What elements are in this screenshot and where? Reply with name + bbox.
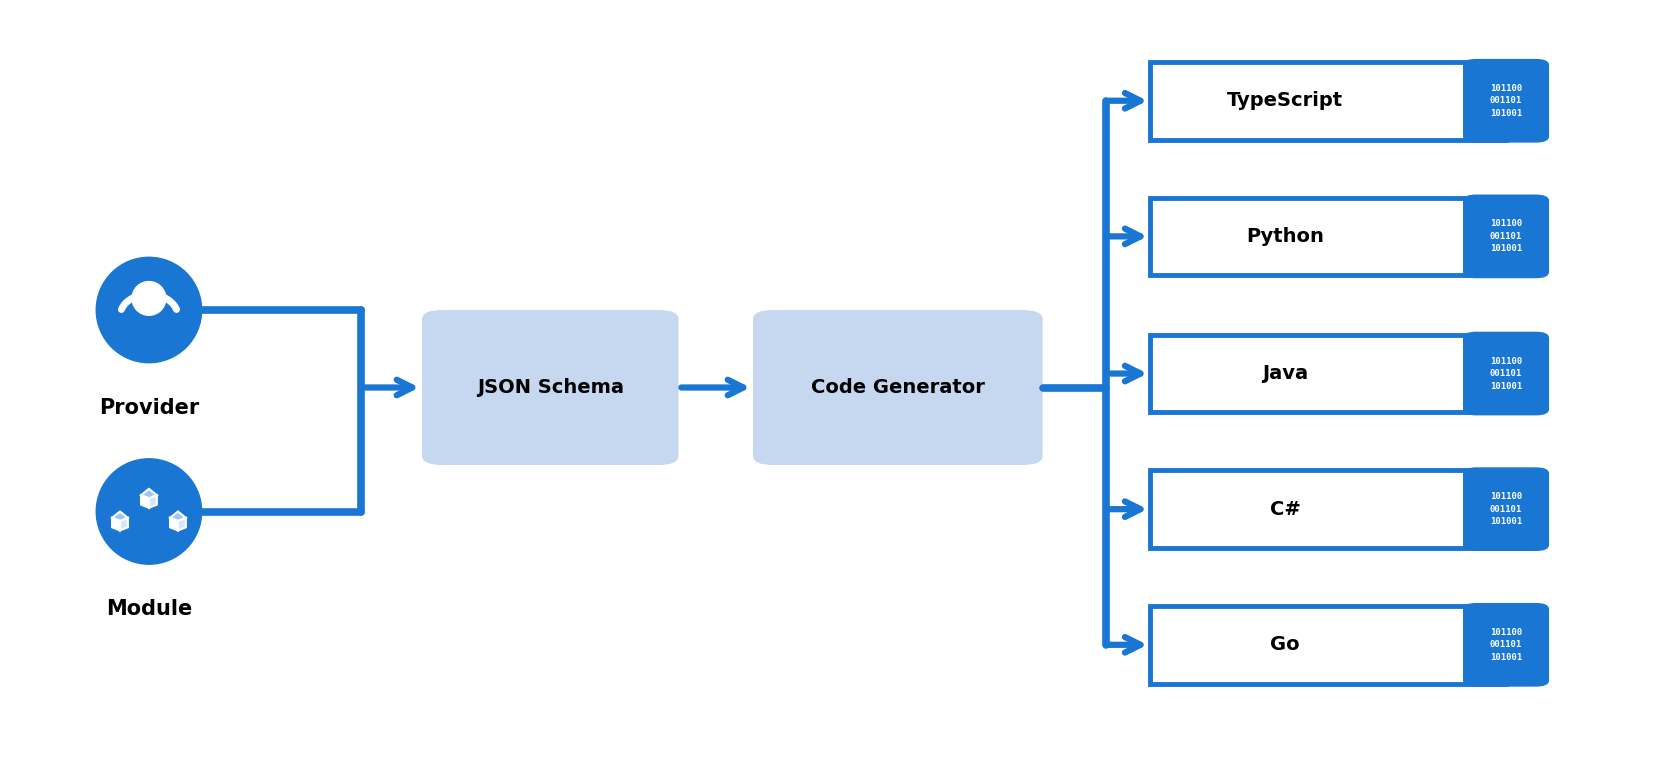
FancyBboxPatch shape: [422, 310, 679, 465]
Polygon shape: [119, 518, 127, 530]
Polygon shape: [149, 495, 157, 508]
FancyBboxPatch shape: [1150, 606, 1506, 684]
Text: C#: C#: [1269, 500, 1301, 518]
Polygon shape: [113, 512, 127, 521]
Text: 101100
001101
101001: 101100 001101 101001: [1490, 84, 1523, 118]
Ellipse shape: [132, 281, 166, 315]
FancyBboxPatch shape: [1150, 470, 1506, 548]
FancyBboxPatch shape: [1463, 332, 1549, 415]
Text: 101100
001101
101001: 101100 001101 101001: [1490, 356, 1523, 391]
Text: Java: Java: [1263, 364, 1307, 383]
Text: TypeScript: TypeScript: [1226, 91, 1344, 110]
Ellipse shape: [96, 459, 202, 564]
FancyBboxPatch shape: [1463, 59, 1549, 143]
Text: JSON Schema: JSON Schema: [477, 378, 624, 397]
Text: Go: Go: [1271, 636, 1299, 654]
FancyBboxPatch shape: [1463, 603, 1549, 687]
Text: 101100
001101
101001: 101100 001101 101001: [1490, 492, 1523, 526]
Polygon shape: [141, 495, 149, 508]
FancyBboxPatch shape: [1150, 62, 1506, 140]
Text: 101100
001101
101001: 101100 001101 101001: [1490, 219, 1523, 253]
FancyBboxPatch shape: [1463, 467, 1549, 551]
Polygon shape: [179, 518, 185, 530]
FancyBboxPatch shape: [1150, 335, 1506, 412]
Ellipse shape: [96, 257, 202, 363]
FancyBboxPatch shape: [753, 310, 1043, 465]
Text: Code Generator: Code Generator: [811, 378, 985, 397]
Text: 101100
001101
101001: 101100 001101 101001: [1490, 628, 1523, 662]
Polygon shape: [170, 518, 179, 530]
Polygon shape: [113, 518, 119, 530]
FancyBboxPatch shape: [1150, 198, 1506, 275]
Polygon shape: [170, 512, 185, 521]
Text: Provider: Provider: [99, 398, 199, 418]
Text: Python: Python: [1246, 227, 1324, 246]
Polygon shape: [141, 489, 157, 498]
Text: Module: Module: [106, 599, 192, 619]
FancyBboxPatch shape: [1463, 195, 1549, 278]
